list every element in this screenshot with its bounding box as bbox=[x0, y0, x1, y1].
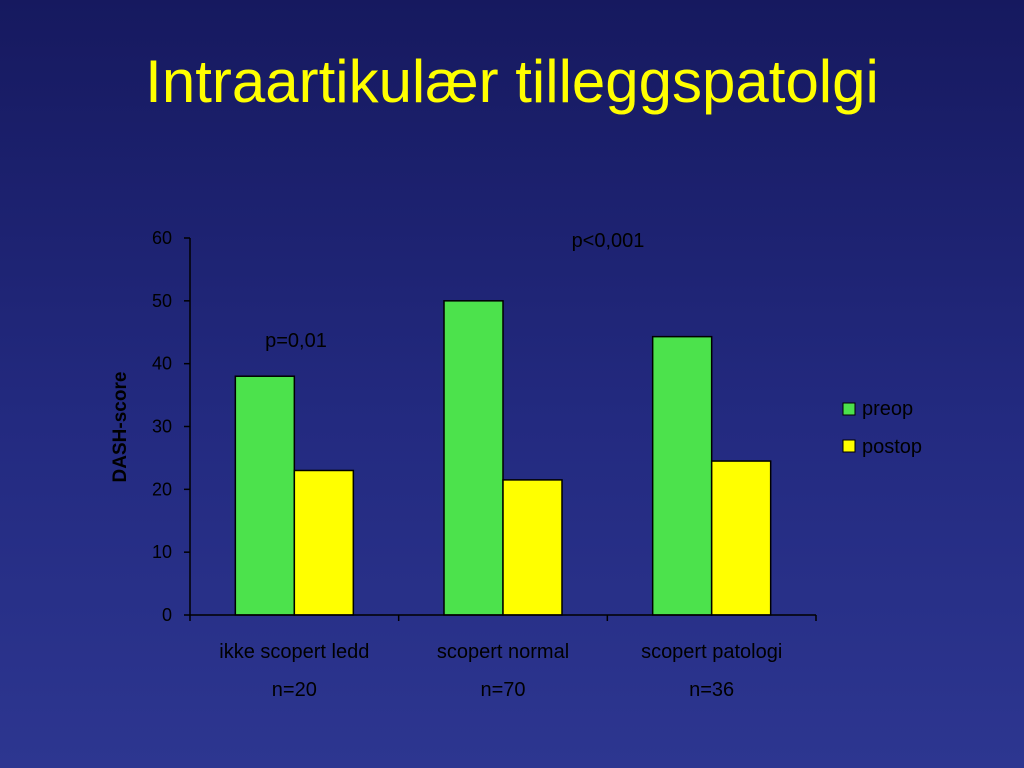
y-axis-label: DASH-score bbox=[110, 372, 131, 483]
y-tick-label: 40 bbox=[152, 354, 172, 374]
x-category-label: ikke scopert ledd bbox=[219, 641, 369, 663]
x-category-label: scopert patologi bbox=[641, 641, 782, 663]
x-axis-labels: ikke scopert ledd n=20 scopert normal n=70 s… bbox=[219, 641, 782, 701]
x-category-count: n=20 bbox=[272, 679, 317, 701]
legend-label-preop: preop bbox=[862, 398, 913, 420]
annotation-p-value-first: p=0,01 bbox=[265, 330, 327, 352]
y-tick-label: 50 bbox=[152, 291, 172, 311]
bar-preop-3 bbox=[651, 335, 713, 616]
x-category-label: scopert normal bbox=[437, 641, 569, 663]
y-tick-label: 20 bbox=[152, 479, 172, 499]
x-category-count: n=36 bbox=[689, 679, 734, 701]
slide-title: Intraartikulær tilleggspatolgi bbox=[145, 48, 879, 115]
x-axis-tick-marks bbox=[189, 615, 817, 621]
y-tick-label: 10 bbox=[152, 542, 172, 562]
y-tick-label: 0 bbox=[162, 605, 172, 625]
legend-swatch-postop bbox=[842, 439, 856, 453]
annotation-p-value-overall: p<0,001 bbox=[572, 230, 645, 252]
bar-preop-2 bbox=[443, 300, 504, 616]
bar-preop-1 bbox=[234, 375, 296, 616]
legend-swatch-preop bbox=[842, 402, 856, 416]
y-axis-ticks: 0 10 20 30 40 50 60 bbox=[152, 228, 190, 625]
legend-label-postop: postop bbox=[862, 436, 922, 458]
x-category-count: n=70 bbox=[480, 679, 525, 701]
bar-postop-2 bbox=[502, 479, 563, 616]
legend: preop postop bbox=[842, 398, 922, 458]
bar-postop-3 bbox=[710, 460, 772, 616]
bar-postop-1 bbox=[293, 469, 355, 616]
y-tick-label: 30 bbox=[152, 417, 172, 437]
y-tick-label: 60 bbox=[152, 228, 172, 248]
